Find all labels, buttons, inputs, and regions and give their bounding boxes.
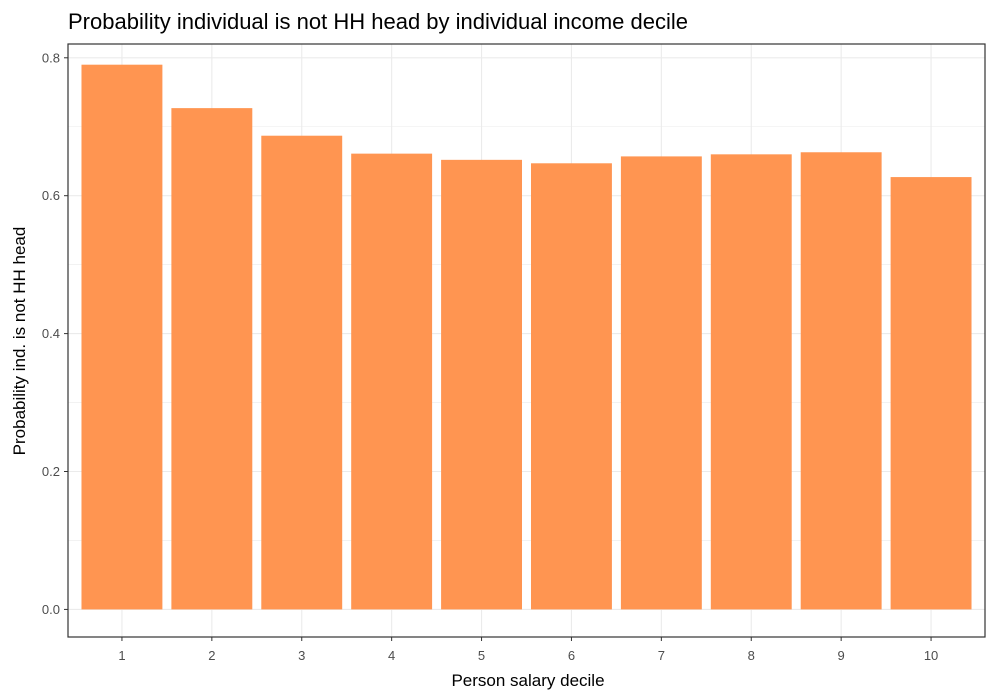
x-tick-label: 3	[298, 648, 305, 663]
y-tick-label: 0.4	[42, 326, 60, 341]
bars	[81, 64, 972, 610]
x-tick-label: 10	[924, 648, 938, 663]
x-tick-label: 9	[838, 648, 845, 663]
bar-decile-9	[800, 152, 882, 610]
bar-decile-5	[441, 159, 523, 610]
x-tick-label: 6	[568, 648, 575, 663]
y-tick-label: 0.2	[42, 464, 60, 479]
bar-decile-2	[171, 108, 253, 610]
y-axis-title: Probability ind. is not HH head	[10, 227, 29, 456]
axes: 0.0 0.2 0.4 0.6 0.8 1 2 3 4 5 6 7 8 9 10	[42, 50, 938, 663]
chart-title: Probability individual is not HH head by…	[68, 9, 688, 34]
x-tick-label: 2	[208, 648, 215, 663]
x-tick-label: 1	[118, 648, 125, 663]
bar-decile-6	[530, 163, 612, 610]
y-tick-label: 0.0	[42, 602, 60, 617]
bar-decile-3	[261, 135, 343, 610]
x-axis-title: Person salary decile	[451, 671, 604, 690]
panel-border	[67, 43, 986, 638]
y-tick-label: 0.6	[42, 188, 60, 203]
y-tick-label: 0.8	[42, 50, 60, 65]
x-tick-label: 7	[658, 648, 665, 663]
x-tick-label: 4	[388, 648, 395, 663]
x-tick-label: 8	[748, 648, 755, 663]
bar-decile-1	[81, 64, 163, 610]
bar-decile-7	[620, 156, 702, 610]
bar-decile-8	[710, 154, 792, 610]
x-tick-label: 5	[478, 648, 485, 663]
bar-decile-10	[890, 177, 972, 610]
bar-decile-4	[351, 153, 433, 610]
